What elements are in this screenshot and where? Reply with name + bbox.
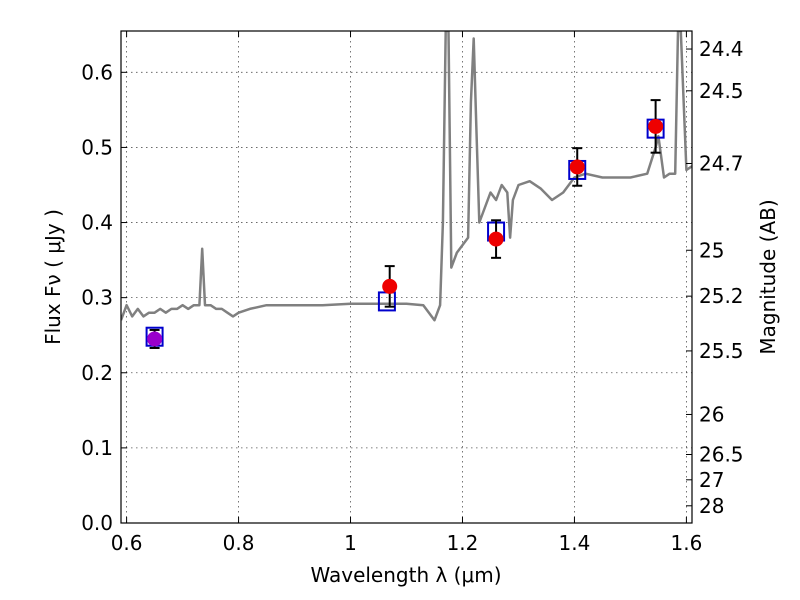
x-tick-label: 1.2 xyxy=(447,531,479,555)
y-tick-label: 0.3 xyxy=(81,286,113,310)
marker-layer xyxy=(145,99,665,349)
magnitude-tick-label: 25.2 xyxy=(699,284,744,308)
x-tick-label: 1 xyxy=(344,531,357,555)
plot-frame xyxy=(120,30,693,524)
observed-flux-point xyxy=(648,118,664,134)
magnitude-tick-label: 26.5 xyxy=(699,442,744,466)
observed-flux-point xyxy=(569,159,585,175)
observed-flux-point xyxy=(488,231,504,247)
y-axis-ticks: 0.0 0.1 0.2 0.3 0.4 0.5 0.6 xyxy=(81,60,127,535)
magnitude-axis-label: Magnitude (AB) xyxy=(756,199,780,354)
x-tick-label: 1.4 xyxy=(559,531,591,555)
magnitude-tick-label: 25.5 xyxy=(699,339,744,363)
x-tick-label: 0.6 xyxy=(111,531,143,555)
x-axis-ticks: 0.6 0.8 1 1.2 1.4 1.6 xyxy=(111,31,702,555)
spectrum-layer xyxy=(121,31,692,322)
observed-flux-point xyxy=(147,331,163,347)
grid-lines xyxy=(121,31,692,524)
y-tick-label: 0.4 xyxy=(81,211,113,235)
magnitude-tick-label: 28 xyxy=(699,494,724,518)
x-tick-label: 0.8 xyxy=(223,531,255,555)
x-tick-label: 1.6 xyxy=(670,531,702,555)
model-spectrum-line xyxy=(121,31,692,322)
model-photometry-box xyxy=(377,291,396,312)
magnitude-tick-label: 24.5 xyxy=(699,79,744,103)
y-tick-label: 0.2 xyxy=(81,361,113,385)
magnitude-tick-label: 24.4 xyxy=(699,37,744,61)
y-tick-label: 0.0 xyxy=(81,511,113,535)
magnitude-tick-label: 25 xyxy=(699,238,724,262)
y-tick-label: 0.6 xyxy=(81,60,113,84)
y-tick-label: 0.1 xyxy=(81,436,113,460)
magnitude-tick-label: 27 xyxy=(699,468,724,492)
y-axis-label: Flux Fν ( μJy ) xyxy=(41,209,65,345)
observed-flux-point xyxy=(382,278,398,294)
x-axis-label: Wavelength λ (μm) xyxy=(310,563,501,587)
magnitude-tick-label: 24.7 xyxy=(699,152,744,176)
magnitude-tick-label: 26 xyxy=(699,402,724,426)
y-tick-label: 0.5 xyxy=(81,135,113,159)
